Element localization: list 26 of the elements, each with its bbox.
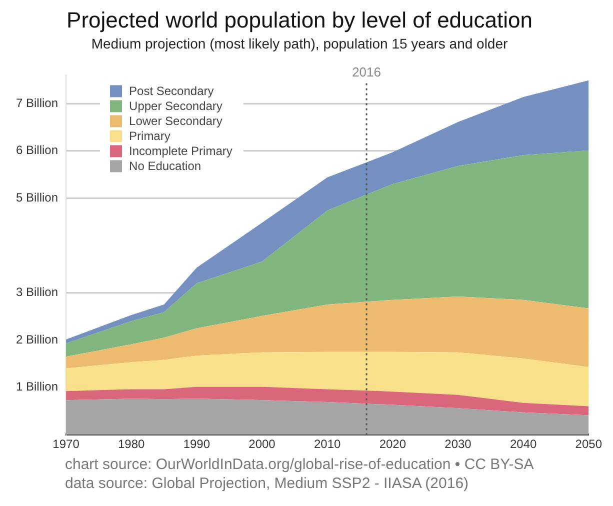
x-tick-label: 2040 bbox=[510, 437, 537, 452]
x-tick-label: 2000 bbox=[248, 437, 276, 452]
x-tick-label: 1990 bbox=[183, 437, 210, 452]
source-note: data source: Global Projection, Medium SSP2 - IIASA (2016) bbox=[65, 474, 470, 493]
y-tick-label: 5 Billion bbox=[16, 190, 58, 204]
y-tick-label: 7 Billion bbox=[16, 96, 58, 110]
legend-label: Primary bbox=[129, 129, 170, 144]
x-tick-label: 2030 bbox=[444, 437, 472, 452]
legend-label: Upper Secondary bbox=[129, 99, 222, 114]
text: chart source: OurWorldInData.org/global-rise-of-education • CC BY-SA bbox=[65, 455, 535, 474]
y-tick-label: 1 Billion bbox=[16, 380, 58, 394]
chart-title: Projected world population by level of education bbox=[66, 7, 532, 32]
chart-subtitle: Medium projection (most likely path), population 15 years and older bbox=[91, 36, 508, 52]
x-tick-label: 2010 bbox=[314, 437, 342, 452]
x-tick-label: 2020 bbox=[379, 437, 406, 452]
y-tick-label: 6 Billion bbox=[16, 143, 58, 158]
x-tick-label: 1970 bbox=[52, 437, 80, 452]
legend-label: Post Secondary bbox=[129, 84, 214, 98]
legend-label: Incomplete Primary bbox=[129, 144, 232, 158]
x-tick-label: 1980 bbox=[118, 437, 146, 452]
legend-label: Lower Secondary bbox=[129, 114, 222, 128]
ref-line-label: 2016 bbox=[352, 64, 381, 80]
x-tick-label: 2050 bbox=[575, 437, 602, 452]
legend-label: No Education bbox=[129, 159, 202, 174]
y-tick-label: 3 Billion bbox=[16, 285, 58, 300]
y-tick-label: 2 Billion bbox=[16, 332, 58, 346]
